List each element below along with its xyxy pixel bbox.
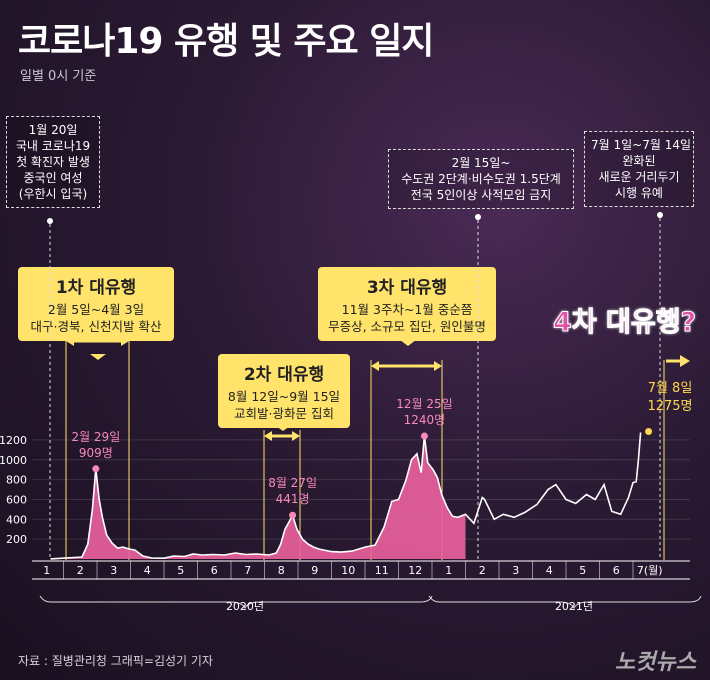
peak-date-label: 2월 29일 <box>71 430 120 444</box>
note-line: 7월 1일~7월 14일 <box>591 138 692 152</box>
x-axis: 1 2 3 4 5 6 7 8 9 10 11 12 1 2 3 4 5 6 7(월)2020년 2021년 <box>32 560 690 613</box>
year-label: 2020년 <box>226 600 264 613</box>
publisher-logo: 노컷뉴스 <box>615 650 696 675</box>
y-tick-label: 1000 <box>0 454 27 467</box>
x-tick-label: 2 <box>77 564 84 577</box>
y-tick-label: 800 <box>6 474 27 487</box>
x-tick-label: 4 <box>546 564 553 577</box>
cases-line <box>50 432 642 560</box>
y-tick-label: 400 <box>6 513 27 526</box>
decorations <box>39 212 702 610</box>
peak-value-label: 441명 <box>276 492 310 506</box>
note-line: 시행 유예 <box>615 186 663 200</box>
x-tick-label: 9 <box>311 564 318 577</box>
x-tick-label: 1 <box>43 564 50 577</box>
wave-box-1: 1차 대유행 2월 5일~4월 3일 대구·경북, 신천지발 확산 <box>18 267 174 341</box>
note-first-case: 1월 20일 국내 코로나19 첫 확진자 발생 중국인 여성 (우한시 입국) <box>6 116 100 208</box>
leader-dot <box>475 214 481 220</box>
wave4-arrowhead <box>680 355 690 367</box>
wave1-pointer <box>90 354 106 360</box>
y-tick-label: 600 <box>6 493 27 506</box>
note-line: 새로운 거리두기 <box>598 170 680 184</box>
fourth-wave-label: 4차 대유행? <box>552 307 697 339</box>
wave-heading: 1차 대유행 <box>55 278 137 298</box>
y-grid: 200 400 600 800 1000 1200 <box>0 434 690 546</box>
page-subtitle: 일별 0시 기준 <box>20 69 97 84</box>
wave-heading: 2차 대유행 <box>243 365 325 385</box>
note-line: 1월 20일 <box>28 123 78 137</box>
peak-date-label: 8월 27일 <box>268 476 317 490</box>
peak-marker <box>289 511 297 519</box>
wave-line: 8월 12일~9월 15일 <box>227 389 341 404</box>
wave2-pointer <box>276 426 290 431</box>
note-line: 중국인 여성 <box>23 171 83 185</box>
x-tick-label: 1 <box>445 564 452 577</box>
page-title: 코로나19 유행 및 주요 일지 <box>18 21 434 62</box>
year-bracket-2020 <box>39 595 433 610</box>
note-line: 수도권 2단계·비수도권 1.5단계 <box>401 172 561 186</box>
x-tick-label: 4 <box>144 564 151 577</box>
year-label: 2021년 <box>555 600 593 613</box>
leader-dot <box>47 218 53 224</box>
peak-date-label: 7월 8일 <box>648 381 693 396</box>
plot-area <box>50 432 642 560</box>
wave3-pointer <box>400 340 416 346</box>
y-tick-label: 1200 <box>0 434 27 447</box>
wave-line: 2월 5일~4월 3일 <box>47 302 145 317</box>
note-line: 국내 코로나19 <box>15 139 91 153</box>
note-line: 완화된 <box>622 154 656 168</box>
note-line: 2월 15일~ <box>451 156 511 170</box>
wave-box-2: 2차 대유행 8월 12일~9월 15일 교회발·광화문 집회 <box>218 354 350 428</box>
x-tick-label: 7 <box>244 564 251 577</box>
wave3-arrowheads <box>371 361 442 371</box>
year-bracket-2021 <box>428 595 702 610</box>
note-feb15: 2월 15일~ 수도권 2단계·비수도권 1.5단계 전국 5인이상 사적모임 … <box>388 149 574 209</box>
x-tick-label: 10 <box>341 564 355 577</box>
peak-value-label: 1275명 <box>647 399 692 414</box>
x-tick-label: 6 <box>613 564 620 577</box>
x-tick-label: 6 <box>211 564 218 577</box>
note-jul1: 7월 1일~7월 14일 완화된 새로운 거리두기 시행 유예 <box>584 131 694 207</box>
peak-marker <box>420 432 428 440</box>
note-line: (우한시 입국) <box>18 187 88 201</box>
wave-line: 11월 3주차~1월 중순쯤 <box>341 302 473 317</box>
peak-marker <box>92 465 100 473</box>
peak-date-label: 12월 25일 <box>396 397 452 411</box>
peak-value-label: 1240명 <box>404 413 446 427</box>
x-tick-label: 2 <box>479 564 486 577</box>
wave2-arrowheads <box>264 431 300 441</box>
y-tick-label: 200 <box>6 533 27 546</box>
leader-dot <box>657 212 663 218</box>
x-tick-label: 5 <box>579 564 586 577</box>
peak-marker <box>645 427 653 435</box>
x-tick-label: 7(월) <box>637 564 663 577</box>
note-line: 첫 확진자 발생 <box>16 155 90 169</box>
wave-line: 무증상, 소규모 집단, 원인불명 <box>328 319 486 334</box>
wave-box-3: 3차 대유행 11월 3주차~1월 중순쯤 무증상, 소규모 집단, 원인불명 <box>318 267 496 341</box>
x-tick-label: 12 <box>408 564 422 577</box>
source-credit: 자료 : 질병관리청 그래픽=김성기 기자 <box>18 654 213 668</box>
x-tick-label: 3 <box>110 564 117 577</box>
x-tick-label: 11 <box>375 564 389 577</box>
wave-line: 교회발·광화문 집회 <box>234 406 334 421</box>
x-tick-label: 5 <box>177 564 184 577</box>
wave-line: 대구·경북, 신천지발 확산 <box>30 319 162 334</box>
peak-value-label: 909명 <box>79 446 113 460</box>
x-tick-label: 3 <box>512 564 519 577</box>
x-tick-label: 8 <box>278 564 285 577</box>
wave-heading: 3차 대유행 <box>366 278 448 298</box>
annotations: 2월 29일 909명 8월 27일 441명 12월 25일 1240명 7월 8일 127… <box>71 381 693 519</box>
note-line: 전국 5인이상 사적모임 금지 <box>410 188 552 202</box>
